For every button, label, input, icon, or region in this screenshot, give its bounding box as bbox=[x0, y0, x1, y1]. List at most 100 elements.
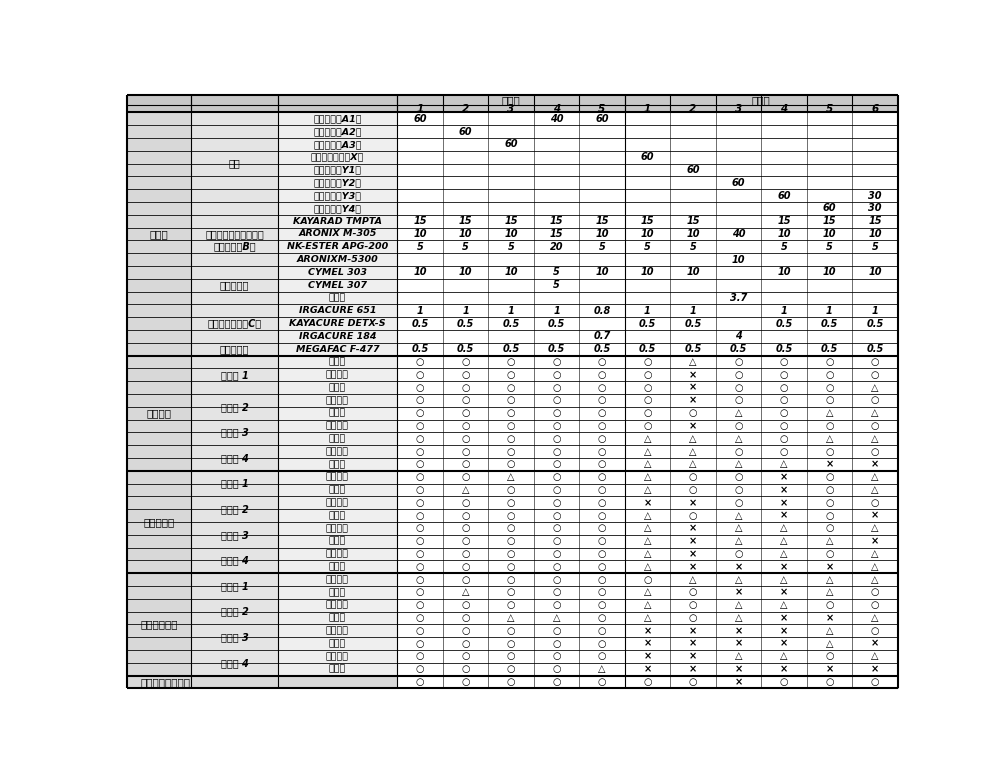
Bar bbox=[852, 611, 898, 625]
Text: ○: ○ bbox=[507, 574, 515, 584]
Bar bbox=[534, 394, 579, 407]
Text: ○: ○ bbox=[598, 511, 606, 521]
Bar bbox=[716, 535, 761, 548]
Bar bbox=[852, 522, 898, 535]
Bar bbox=[397, 227, 443, 241]
Bar bbox=[625, 407, 670, 420]
Text: 0.5: 0.5 bbox=[548, 319, 565, 328]
Bar bbox=[397, 95, 625, 105]
Text: ○: ○ bbox=[689, 677, 697, 687]
Text: △: △ bbox=[598, 664, 606, 674]
Text: △: △ bbox=[644, 446, 651, 456]
Bar bbox=[761, 292, 807, 304]
Bar bbox=[443, 458, 488, 471]
Bar bbox=[852, 113, 898, 125]
Text: ○: ○ bbox=[871, 677, 879, 687]
Bar bbox=[670, 343, 716, 355]
Bar bbox=[488, 355, 534, 369]
Text: 15: 15 bbox=[641, 217, 654, 226]
Text: 3.7: 3.7 bbox=[730, 293, 747, 303]
Bar bbox=[761, 317, 807, 330]
Text: ×: × bbox=[689, 536, 697, 546]
Bar bbox=[716, 650, 761, 663]
Bar bbox=[397, 330, 443, 343]
Bar bbox=[443, 266, 488, 279]
Text: ×: × bbox=[689, 651, 697, 661]
Bar bbox=[761, 164, 807, 176]
Bar bbox=[670, 522, 716, 535]
Text: ○: ○ bbox=[643, 357, 652, 367]
Bar bbox=[579, 535, 625, 548]
Text: ○: ○ bbox=[416, 459, 424, 469]
Bar bbox=[761, 202, 807, 215]
Text: ○: ○ bbox=[416, 497, 424, 508]
Bar bbox=[278, 202, 397, 215]
Bar bbox=[443, 369, 488, 381]
Bar bbox=[488, 599, 534, 611]
Text: ×: × bbox=[689, 625, 697, 636]
Text: ○: ○ bbox=[598, 497, 606, 508]
Text: 外观状态: 外观状态 bbox=[326, 601, 349, 610]
Bar bbox=[852, 125, 898, 138]
Text: ○: ○ bbox=[416, 434, 424, 444]
Text: 5: 5 bbox=[644, 242, 651, 251]
Bar bbox=[761, 471, 807, 483]
Text: 5: 5 bbox=[598, 104, 606, 114]
Bar bbox=[488, 637, 534, 650]
Text: ○: ○ bbox=[689, 485, 697, 495]
Text: △: △ bbox=[689, 434, 697, 444]
Text: ○: ○ bbox=[598, 408, 606, 418]
Bar bbox=[807, 266, 852, 279]
Text: MEGAFAC F-477: MEGAFAC F-477 bbox=[296, 345, 379, 354]
Bar bbox=[278, 253, 397, 266]
Bar bbox=[670, 650, 716, 663]
Text: 表面改性剂: 表面改性剂 bbox=[220, 344, 249, 354]
Bar bbox=[761, 483, 807, 497]
Bar bbox=[534, 599, 579, 611]
Bar bbox=[443, 663, 488, 676]
Text: △: △ bbox=[780, 536, 788, 546]
Bar bbox=[852, 369, 898, 381]
Bar bbox=[625, 432, 670, 445]
Text: ×: × bbox=[689, 523, 697, 533]
Bar bbox=[852, 445, 898, 458]
Text: ×: × bbox=[871, 511, 879, 521]
Bar bbox=[278, 637, 397, 650]
Text: ○: ○ bbox=[461, 639, 470, 649]
Text: △: △ bbox=[871, 408, 879, 418]
Bar bbox=[670, 176, 716, 189]
Bar bbox=[852, 343, 898, 355]
Bar bbox=[670, 304, 716, 317]
Text: 1: 1 bbox=[826, 306, 833, 316]
Text: ○: ○ bbox=[871, 446, 879, 456]
Bar bbox=[488, 279, 534, 292]
Bar bbox=[625, 138, 670, 151]
Text: 60: 60 bbox=[504, 140, 518, 149]
Bar bbox=[716, 227, 761, 241]
Text: 60: 60 bbox=[595, 114, 609, 123]
Text: △: △ bbox=[871, 651, 879, 661]
Text: 10: 10 bbox=[868, 268, 882, 277]
Text: ○: ○ bbox=[552, 511, 561, 521]
Text: ○: ○ bbox=[552, 574, 561, 584]
Text: 醇酸树脂（A1）: 醇酸树脂（A1） bbox=[313, 114, 362, 123]
Text: ○: ○ bbox=[825, 383, 834, 393]
Text: ○: ○ bbox=[598, 472, 606, 482]
Bar bbox=[716, 113, 761, 125]
Bar bbox=[761, 138, 807, 151]
Bar bbox=[397, 573, 443, 586]
Text: ○: ○ bbox=[507, 639, 515, 649]
Text: ○: ○ bbox=[461, 664, 470, 674]
Bar bbox=[852, 176, 898, 189]
Bar bbox=[852, 355, 898, 369]
Text: ○: ○ bbox=[461, 421, 470, 431]
Bar bbox=[625, 164, 670, 176]
Bar bbox=[127, 95, 191, 113]
Bar bbox=[397, 253, 443, 266]
Text: ○: ○ bbox=[598, 613, 606, 623]
Bar bbox=[579, 573, 625, 586]
Bar bbox=[852, 420, 898, 432]
Bar bbox=[670, 105, 716, 113]
Bar bbox=[534, 369, 579, 381]
Text: ○: ○ bbox=[552, 587, 561, 598]
